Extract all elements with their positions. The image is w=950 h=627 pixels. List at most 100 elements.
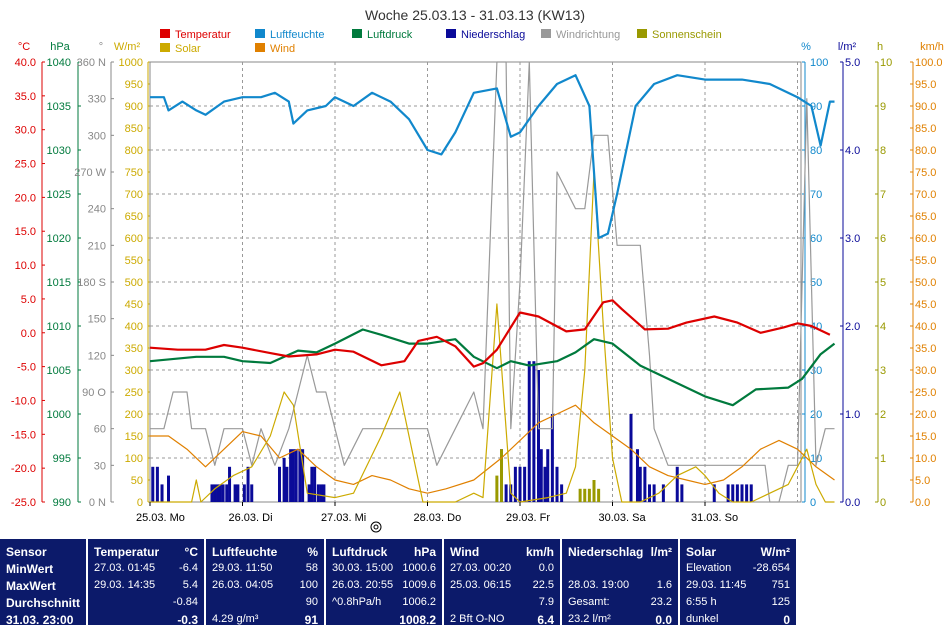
solar-unit-label: W/m² [114,41,141,53]
hum-tick-label: 100 [810,57,828,69]
dir-tick-label: 240 [88,204,106,216]
footer-value: 22.5 [532,579,554,591]
footer-value: -28.654 [752,562,790,574]
legend-label: Niederschlag [461,29,525,41]
precip-bar [322,484,326,502]
footer-value: 1.6 [656,579,672,591]
precip-bar [319,484,323,502]
legend-swatch [160,43,170,52]
axes: 40.035.030.025.020.015.010.05.00.0-5.0-1… [11,41,944,509]
rain-tick-label: 1.0 [845,409,860,421]
footer-header: Sensor [6,545,47,559]
wind-unit-label: km/h [920,41,944,53]
footer-value: 0.0 [655,613,672,627]
sun-tick-label: 0 [880,497,886,509]
dir-unit-label: ° [99,41,103,53]
footer-label: 29.03. 11:45 [686,579,747,591]
press-tick-label: 1010 [47,321,71,333]
footer-value: -0.84 [172,596,198,608]
legend-label: Luftfeuchte [270,29,324,41]
precip-bar [250,484,254,502]
sun-tick-label: 9 [880,101,886,113]
footer-label: Elevation [686,562,732,574]
precip-bar [652,484,656,502]
x-axis: 25.03. Mo 26.03. Di 27.03. Mi 28.03. Do 29.0… [136,502,738,524]
solar-tick-label: 300 [125,365,143,377]
precip-bar [298,449,302,502]
x-tick-label: 28.03. Do [414,512,462,524]
solar-tick-label: 900 [125,101,143,113]
temp-tick-label: 0.0 [21,328,36,340]
x-tick-label: 30.03. Sa [599,512,647,524]
temp-tick-label: -5.0 [17,362,36,374]
footer-panel: Luftdruck hPa 30.03. 15:00 1000.6 26.03. 20:… [326,539,442,627]
footer-value: 100 [299,579,318,591]
x-tick-label: 25.03. Mo [136,512,185,524]
footer-label: 26.03. 04:05 [212,579,274,591]
x-tick-label: 31.03. So [691,512,738,524]
precip-bar [289,449,293,502]
temp-tick-label: -20.0 [11,463,36,475]
navigation-icon-inner [373,524,379,530]
x-tick-label: 29.03. Fr [506,512,550,524]
footer-unit: W/m² [760,545,790,559]
hum-tick-label: 70 [810,189,822,201]
footer-panel: Temperatur °C 27.03. 01:45 -6.4 29.03. 14:35… [88,539,204,627]
footer-header: Wind [450,545,480,559]
footer-header: Temperatur [94,545,160,559]
footer-label: 23.2 l/m² [568,613,611,625]
footer-label: ^0.8hPa/h [332,596,382,608]
dir-tick-label: 0 N [89,497,106,509]
footer-label: Durchschnitt [6,596,81,610]
precip-bar [740,484,744,502]
rain-tick-label: 5.0 [845,57,860,69]
wind-tick-label: 65.0 [915,211,936,223]
dir-tick-label: 30 [94,460,106,472]
footer-label: Gesamt: [568,596,610,608]
temp-tick-label: -25.0 [11,497,36,509]
precip-bar [155,466,159,502]
rain-tick-label: 2.0 [845,321,860,333]
navigation-icon[interactable] [370,521,382,533]
plot-area [149,61,836,503]
footer-label: 28.03. 19:00 [568,579,630,591]
sun-tick-label: 6 [880,233,886,245]
solar-tick-label: 50 [131,475,143,487]
solar-tick-label: 700 [125,189,143,201]
footer-unit: l/m² [650,545,672,559]
dir-tick-label: 90 O [82,387,106,399]
precip-bar [638,466,642,502]
precip-bar [221,484,225,502]
footer-value: 7.9 [538,596,554,608]
footer-label: 27.03. 01:45 [94,562,156,574]
precip-bar [236,484,240,502]
precip-bar [160,484,164,502]
wind-tick-label: 55.0 [915,255,936,267]
footer-unit: °C [184,545,198,559]
footer-value: 1006.2 [402,596,436,608]
solar-tick-label: 350 [125,343,143,355]
footer-value: 1009.6 [402,579,436,591]
wind-tick-label: 95.0 [915,79,936,91]
press-tick-label: 1015 [47,277,71,289]
footer-header: Niederschlag [568,545,644,559]
footer-value: 58 [305,562,318,574]
precip-bar [539,449,543,502]
footer-panel: Sensor MinWert MaxWert Durchschnitt 31.03. 2… [0,539,86,627]
precip-bar [213,484,217,502]
footer-value: 90 [305,596,318,608]
wind-tick-label: 10.0 [915,453,936,465]
precip-bar [735,484,739,502]
footer-label: 27.03. 00:20 [450,562,512,574]
precip-bar [313,466,317,502]
sunshine-bar [495,475,499,502]
solar-tick-label: 550 [125,255,143,267]
footer-value: 751 [771,579,790,591]
footer-value: 0 [783,613,790,627]
press-tick-label: 990 [53,497,71,509]
series-line-windrichtung [150,61,835,503]
precip-bar [648,484,651,502]
wind-tick-label: 70.0 [915,189,936,201]
wind-tick-label: 100.0 [915,57,943,69]
wind-tick-label: 80.0 [915,145,936,157]
